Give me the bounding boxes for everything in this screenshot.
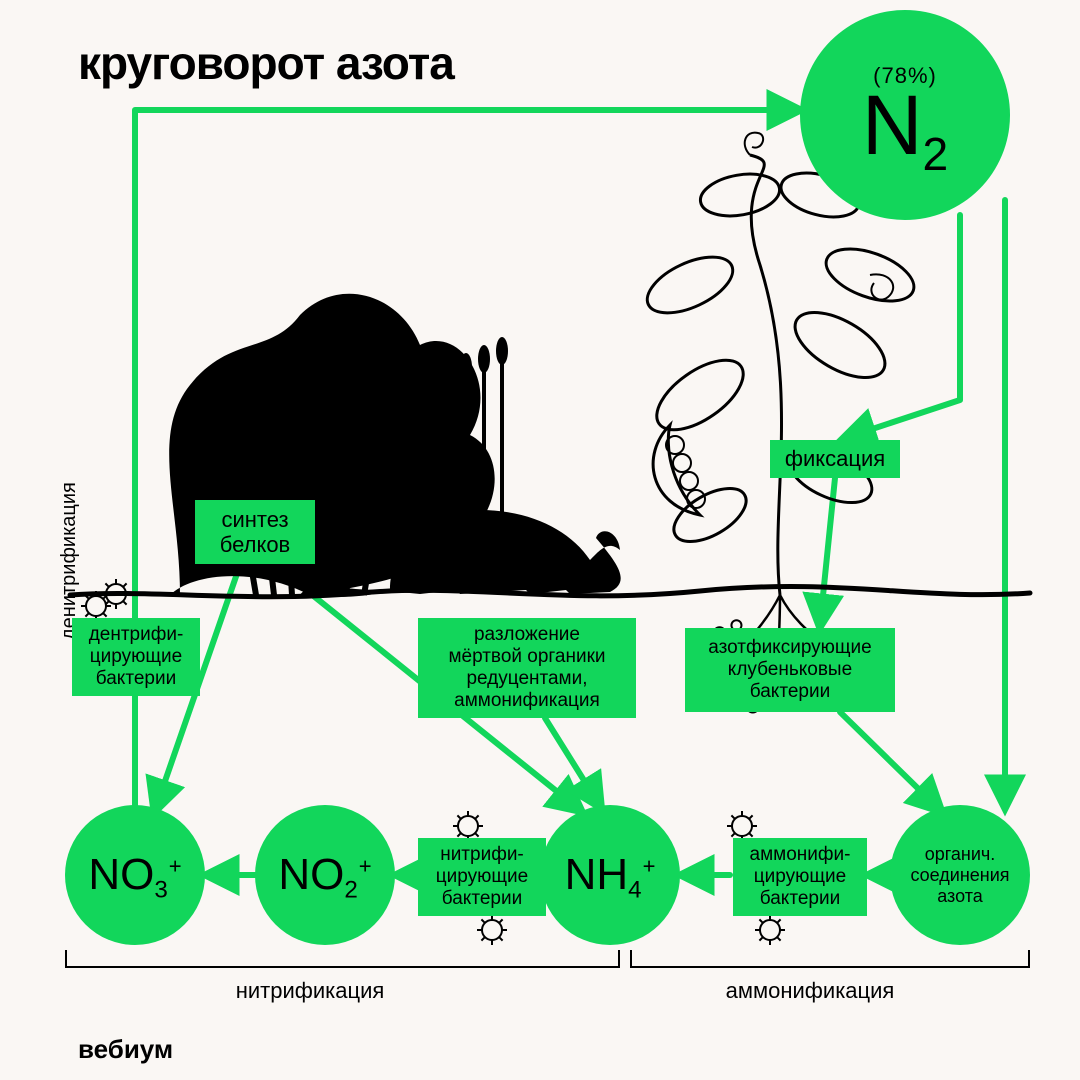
tendril bbox=[745, 133, 763, 155]
bacteria-icon bbox=[453, 811, 483, 841]
reed-tip bbox=[460, 353, 472, 381]
node-nh4: NH4+ bbox=[540, 805, 680, 945]
box-nfixing-bacteria: азотфиксирующиеклубеньковыебактерии bbox=[685, 628, 895, 712]
node-n2: (78%)N2 bbox=[800, 10, 1010, 220]
plant-leaf bbox=[645, 347, 754, 444]
node-no3: NO3+ bbox=[65, 805, 205, 945]
reed-tip bbox=[442, 361, 454, 389]
pea bbox=[680, 472, 698, 490]
plant-leaf bbox=[697, 168, 783, 221]
box-ammonifying-bacteria: аммонифи-цирующиебактерии bbox=[733, 838, 867, 916]
bacteria-icon bbox=[727, 811, 757, 841]
tendril bbox=[870, 274, 893, 299]
plant-leaf bbox=[665, 478, 754, 553]
reed-tip bbox=[478, 345, 490, 373]
box-fixation: фиксация bbox=[770, 440, 900, 478]
box-nitrifying-bacteria: нитрифи-цирующиебактерии bbox=[418, 838, 546, 916]
box-denitrifying-bacteria: дентрифи-цирующиебактерии bbox=[72, 618, 200, 696]
plant-stem bbox=[750, 155, 782, 595]
pea bbox=[673, 454, 691, 472]
plant-leaf bbox=[785, 299, 896, 391]
bacteria-icon bbox=[755, 915, 785, 945]
node-organic: органич.соединенияазота bbox=[890, 805, 1030, 945]
bacteria-icon bbox=[477, 915, 507, 945]
box-decomposition: разложениемёртвой органикиредуцентами,ам… bbox=[418, 618, 636, 718]
box-protein-synthesis: синтезбелков bbox=[195, 500, 315, 564]
reed-tip bbox=[496, 337, 508, 365]
node-no2: NO2+ bbox=[255, 805, 395, 945]
plant-leaf bbox=[639, 246, 741, 325]
reed-tip bbox=[424, 369, 436, 397]
